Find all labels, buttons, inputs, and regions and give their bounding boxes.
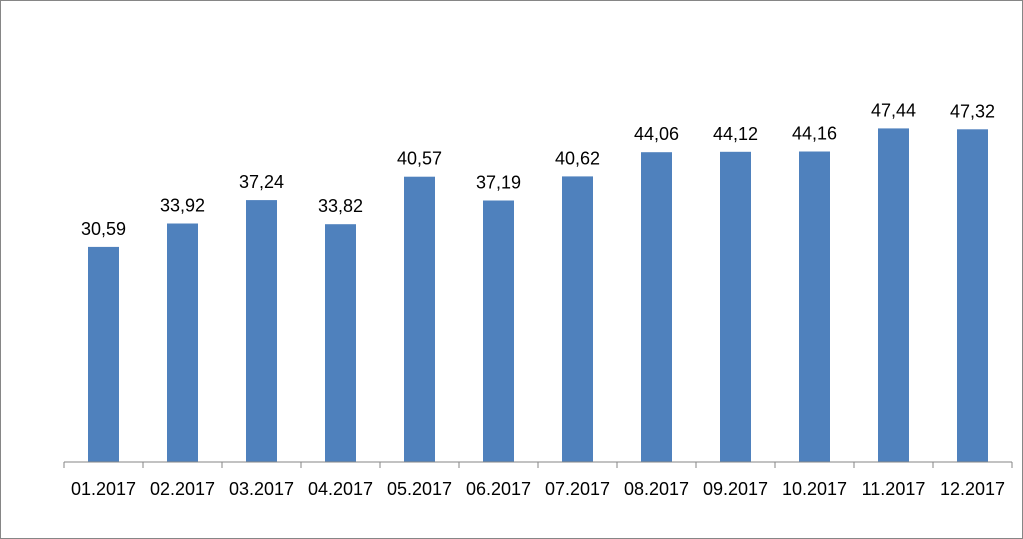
data-label-07.2017: 40,62 [555, 148, 600, 168]
data-label-06.2017: 37,19 [476, 173, 521, 193]
bar-09.2017 [720, 151, 751, 463]
data-label-01.2017: 30,59 [81, 219, 126, 239]
tick-label-04.2017: 04.2017 [308, 479, 373, 499]
tick-label-10.2017: 10.2017 [782, 479, 847, 499]
bar-02.2017 [167, 223, 198, 462]
bar-11.2017 [878, 128, 909, 462]
tick-label-08.2017: 08.2017 [624, 479, 689, 499]
data-label-02.2017: 33,92 [160, 196, 205, 216]
tick-label-09.2017: 09.2017 [703, 479, 768, 499]
bar-04.2017 [325, 224, 356, 462]
bar-12.2017 [957, 129, 988, 463]
tick-label-11.2017: 11.2017 [862, 479, 926, 499]
bar-08.2017 [641, 152, 672, 462]
bar-05.2017 [404, 176, 435, 462]
tick-label-05.2017: 05.2017 [387, 479, 452, 499]
tick-label-02.2017: 02.2017 [150, 479, 215, 499]
bar-03.2017 [246, 200, 277, 462]
bar-10.2017 [799, 151, 830, 462]
bar-06.2017 [483, 200, 514, 462]
data-label-05.2017: 40,57 [397, 149, 442, 169]
bar-series [88, 128, 988, 463]
tick-label-12.2017: 12.2017 [940, 479, 1005, 499]
bar-01.2017 [88, 246, 119, 462]
tick-label-06.2017: 06.2017 [466, 479, 531, 499]
data-label-04.2017: 33,82 [318, 196, 363, 216]
data-label-03.2017: 37,24 [239, 172, 284, 192]
bar-07.2017 [562, 176, 593, 462]
data-label-12.2017: 47,32 [950, 101, 995, 121]
data-label-10.2017: 44,16 [792, 124, 837, 144]
x-axis-tick-labels: 01.2017 02.2017 03.2017 04.2017 05.2017 06.20… [71, 479, 1005, 499]
tick-label-07.2017: 07.2017 [545, 479, 610, 499]
data-label-11.2017: 47,44 [871, 100, 916, 120]
tick-label-01.2017: 01.2017 [71, 479, 136, 499]
data-label-08.2017: 44,06 [634, 124, 679, 144]
tick-label-03.2017: 03.2017 [229, 479, 294, 499]
data-labels: 30,59 33,92 37,24 33,82 40,57 37,19 40,62 44,06… [81, 100, 995, 239]
x-axis-ticks [63, 462, 1013, 468]
data-label-09.2017: 44,12 [713, 124, 758, 144]
